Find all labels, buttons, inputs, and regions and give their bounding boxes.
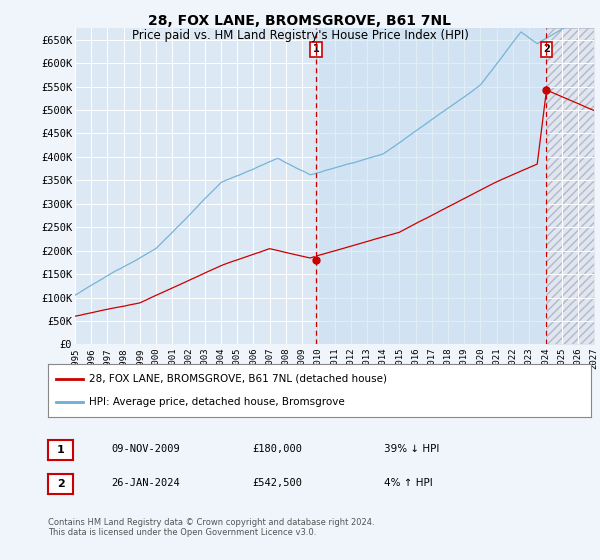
Text: 09-NOV-2009: 09-NOV-2009 xyxy=(111,444,180,454)
Text: Price paid vs. HM Land Registry's House Price Index (HPI): Price paid vs. HM Land Registry's House … xyxy=(131,29,469,42)
Text: 28, FOX LANE, BROMSGROVE, B61 7NL (detached house): 28, FOX LANE, BROMSGROVE, B61 7NL (detac… xyxy=(89,374,387,384)
Text: 28, FOX LANE, BROMSGROVE, B61 7NL: 28, FOX LANE, BROMSGROVE, B61 7NL xyxy=(149,14,452,28)
Text: £542,500: £542,500 xyxy=(252,478,302,488)
Text: 39% ↓ HPI: 39% ↓ HPI xyxy=(384,444,439,454)
Text: HPI: Average price, detached house, Bromsgrove: HPI: Average price, detached house, Brom… xyxy=(89,397,344,407)
Text: 1: 1 xyxy=(57,445,64,455)
Text: 2: 2 xyxy=(57,479,64,489)
Text: 2: 2 xyxy=(543,44,550,54)
Text: Contains HM Land Registry data © Crown copyright and database right 2024.
This d: Contains HM Land Registry data © Crown c… xyxy=(48,518,374,538)
Text: £180,000: £180,000 xyxy=(252,444,302,454)
Text: 4% ↑ HPI: 4% ↑ HPI xyxy=(384,478,433,488)
Text: 26-JAN-2024: 26-JAN-2024 xyxy=(111,478,180,488)
Text: 1: 1 xyxy=(313,44,319,54)
Bar xyxy=(316,28,547,344)
